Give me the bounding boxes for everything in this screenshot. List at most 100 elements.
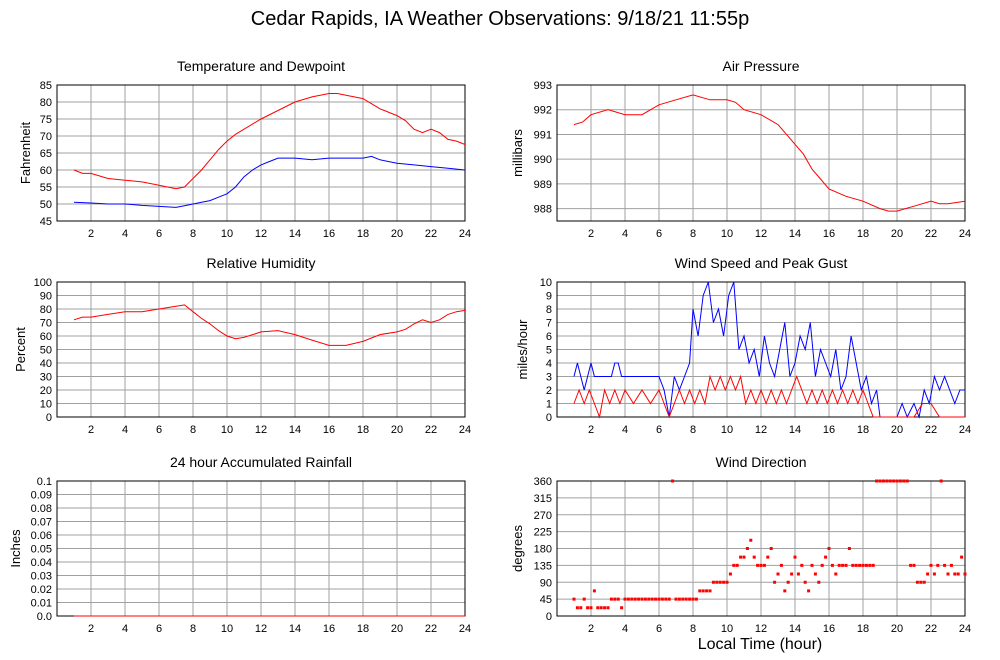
x-tick-label: 6 xyxy=(656,424,662,436)
y-tick-label: 0.07 xyxy=(31,517,52,529)
data-point xyxy=(742,555,746,559)
data-point xyxy=(813,572,817,576)
data-point xyxy=(620,606,624,610)
x-tick-label: 6 xyxy=(156,424,162,436)
y-tick-label: 5 xyxy=(546,345,552,357)
data-point xyxy=(844,563,848,567)
x-tick-label: 14 xyxy=(789,228,801,240)
data-point xyxy=(803,580,807,584)
y-tick-label: 0 xyxy=(46,412,52,424)
x-tick-label: 20 xyxy=(891,623,903,635)
data-point xyxy=(613,597,617,601)
data-point xyxy=(773,580,777,584)
y-tick-label: 135 xyxy=(534,560,552,572)
y-tick-label: 30 xyxy=(40,372,52,384)
data-point xyxy=(749,538,753,542)
chart-rain: 2 4 6 8 10 12 14 16 18 20 22 240.00.010.020.030.040… xyxy=(8,454,471,635)
x-tick-label: 12 xyxy=(255,623,267,635)
y-tick-label: 0 xyxy=(546,412,552,424)
y-tick-label: 0.03 xyxy=(31,571,52,583)
data-point xyxy=(841,563,845,567)
y-tick-label: 0.09 xyxy=(31,490,52,502)
data-point xyxy=(766,555,770,559)
data-point xyxy=(732,563,736,567)
y-tick-label: 993 xyxy=(534,80,552,92)
data-point xyxy=(579,606,583,610)
y-tick-label: 988 xyxy=(534,204,552,216)
data-point xyxy=(932,572,936,576)
data-point xyxy=(830,563,834,567)
plot-frame xyxy=(556,84,966,222)
data-point xyxy=(956,572,960,576)
data-point xyxy=(861,563,865,567)
y-tick-label: 80 xyxy=(40,304,52,316)
data-point xyxy=(623,597,627,601)
y-tick-label: 225 xyxy=(534,527,552,539)
data-point xyxy=(609,597,613,601)
x-tick-label: 18 xyxy=(357,424,369,436)
data-point xyxy=(898,479,902,483)
data-point xyxy=(759,563,763,567)
y-tick-label: 0.01 xyxy=(31,598,52,610)
data-point xyxy=(694,597,698,601)
x-tick-label: 22 xyxy=(925,228,937,240)
data-point xyxy=(705,589,709,593)
chart-title: Wind Direction xyxy=(715,454,806,470)
data-point xyxy=(752,555,756,559)
data-point xyxy=(905,479,909,483)
x-tick-label: 6 xyxy=(656,228,662,240)
x-tick-label: 4 xyxy=(122,228,128,240)
data-point xyxy=(786,580,790,584)
y-tick-label: 0.05 xyxy=(31,544,52,556)
x-axis-label: Local Time (hour) xyxy=(697,636,823,653)
y-tick-label: 1 xyxy=(546,399,552,411)
x-tick-label: 24 xyxy=(959,424,971,436)
x-tick-label: 24 xyxy=(459,623,471,635)
y-tick-label: 990 xyxy=(534,154,552,166)
data-point xyxy=(769,547,773,550)
y-tick-label: 100 xyxy=(34,277,52,289)
x-tick-label: 22 xyxy=(925,424,937,436)
x-tick-label: 18 xyxy=(857,424,869,436)
data-point xyxy=(820,563,824,567)
data-point xyxy=(790,572,794,576)
y-axis-label: degrees xyxy=(510,525,525,572)
x-tick-label: 18 xyxy=(357,228,369,240)
y-tick-label: 90 xyxy=(40,291,52,303)
data-point xyxy=(745,547,749,550)
y-tick-label: 8 xyxy=(546,304,552,316)
data-point xyxy=(824,555,828,559)
data-point xyxy=(586,606,590,610)
data-point xyxy=(684,597,688,601)
y-tick-label: 989 xyxy=(534,179,552,191)
chart-title: Air Pressure xyxy=(722,58,799,74)
y-tick-label: 70 xyxy=(40,131,52,143)
data-point xyxy=(851,563,855,567)
x-tick-label: 2 xyxy=(588,228,594,240)
data-point xyxy=(922,580,926,584)
y-tick-label: 55 xyxy=(40,182,52,194)
y-tick-label: 45 xyxy=(540,594,552,606)
data-point xyxy=(783,589,787,593)
y-tick-label: 0.02 xyxy=(31,584,52,596)
y-tick-label: 50 xyxy=(40,199,52,211)
x-tick-label: 22 xyxy=(925,623,937,635)
y-tick-label: 0.06 xyxy=(31,530,52,542)
x-tick-label: 4 xyxy=(622,424,628,436)
y-axis-label: Percent xyxy=(13,327,28,372)
x-tick-label: 2 xyxy=(588,623,594,635)
data-point xyxy=(810,563,814,567)
data-point xyxy=(582,597,586,601)
y-tick-label: 20 xyxy=(40,385,52,397)
data-point xyxy=(895,479,899,483)
y-axis-label: Fahrenheit xyxy=(18,122,33,185)
data-point xyxy=(936,563,940,567)
data-point xyxy=(715,580,719,584)
chart-humidity: 2 4 6 8 10 12 14 16 18 20 22 2401020304050607080901… xyxy=(13,255,471,436)
x-tick-label: 4 xyxy=(622,228,628,240)
y-tick-label: 65 xyxy=(40,148,52,160)
data-point xyxy=(776,572,780,576)
